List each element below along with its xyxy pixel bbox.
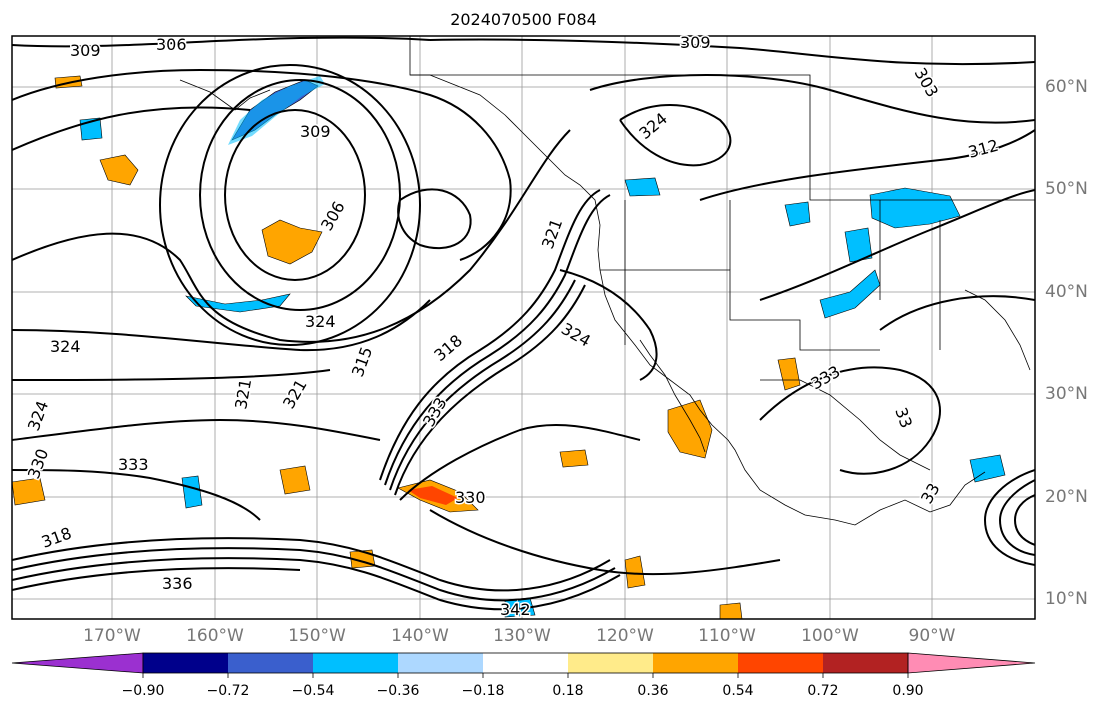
contour-label: 333 xyxy=(118,455,149,474)
colorbar xyxy=(11,652,1036,678)
map-title: 2024070500 F084 xyxy=(450,10,597,29)
colorbar-segment xyxy=(313,653,398,673)
colorbar-segment xyxy=(568,653,653,673)
colorbar-segment xyxy=(823,653,908,673)
latitude-label: 40°N xyxy=(1045,282,1088,302)
colorbar-tick-label: −0.36 xyxy=(376,683,420,699)
colorbar-tick-label: −0.18 xyxy=(461,683,505,699)
contour-label: 309 xyxy=(70,41,101,60)
contour-label: 342 xyxy=(500,600,531,619)
contour-label: 321 xyxy=(231,377,255,410)
colorbar-tick-label: 0.72 xyxy=(807,683,839,699)
colorbar-segment xyxy=(483,653,568,673)
colorbar-tick-label: 0.90 xyxy=(892,683,924,699)
longitude-label: 130°W xyxy=(493,626,551,646)
colorbar-tick-label: 0.18 xyxy=(552,683,584,699)
colorbar-frame xyxy=(142,652,909,674)
map-frame xyxy=(11,35,1036,620)
contour-label: 309 xyxy=(300,122,331,141)
longitude-label: 120°W xyxy=(596,626,654,646)
contour-label: 306 xyxy=(156,35,187,54)
coastlines xyxy=(179,36,1035,526)
colorbar-tick-label: 0.54 xyxy=(722,683,754,699)
contour-label: 324 xyxy=(50,337,81,356)
longitude-label: 140°W xyxy=(391,626,449,646)
longitude-label: 150°W xyxy=(288,626,346,646)
longitude-label: 160°W xyxy=(186,626,244,646)
contour-label: 336 xyxy=(162,574,193,593)
longitude-label: 100°W xyxy=(801,626,859,646)
colorbar-segment xyxy=(653,653,738,673)
height-contours xyxy=(12,36,1035,611)
colorbar-tick-label: −0.54 xyxy=(291,683,335,699)
colorbar-tick-label: −0.90 xyxy=(121,683,165,699)
colorbar-segment xyxy=(738,653,823,673)
colorbar-segment xyxy=(143,653,228,673)
colorbar-extend-low xyxy=(11,652,144,674)
longitude-label: 110°W xyxy=(698,626,756,646)
latitude-label: 60°N xyxy=(1045,77,1088,97)
contour-label: 324 xyxy=(305,312,336,331)
colorbar-extend-high xyxy=(907,652,1036,674)
latitude-label: 30°N xyxy=(1045,384,1088,404)
longitude-label: 90°W xyxy=(908,626,956,646)
latitude-label: 20°N xyxy=(1045,487,1088,507)
colorbar-tick-label: −0.72 xyxy=(206,683,250,699)
latitude-label: 10°N xyxy=(1045,589,1088,609)
contour-label: 330 xyxy=(455,488,486,507)
colorbar-segment xyxy=(228,653,313,673)
longitude-label: 170°W xyxy=(83,626,141,646)
map-background xyxy=(12,36,1035,619)
latitude-label: 50°N xyxy=(1045,179,1088,199)
colorbar-segment xyxy=(398,653,483,673)
colorbar-tick-label: 0.36 xyxy=(637,683,669,699)
contour-label: 309 xyxy=(680,33,711,52)
